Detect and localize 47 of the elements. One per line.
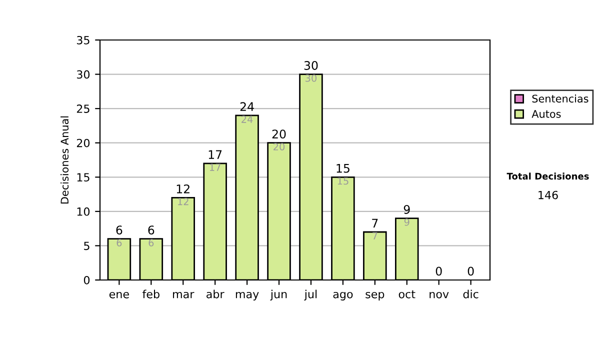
x-tick-label: ago — [333, 292, 353, 300]
x-tick-label: sep — [366, 292, 384, 300]
data-label: 20 — [274, 143, 285, 150]
data-label: 15 — [338, 177, 348, 185]
legend-label: Autos — [532, 110, 561, 118]
total-label: 15 — [336, 164, 350, 173]
total-label: 24 — [240, 102, 254, 111]
data-label: 9 — [404, 218, 410, 226]
x-tick-label: may — [236, 292, 259, 300]
x-tick-label: abr — [206, 290, 224, 298]
y-tick-label: 20 — [76, 138, 90, 148]
text: Total Decisiones — [506, 172, 589, 180]
x-tick-label: ene — [109, 292, 129, 298]
x-tick-label: jun — [270, 290, 287, 300]
y-axis-title: Decisiones Anual — [60, 116, 69, 204]
data-label: 6 — [116, 239, 122, 246]
legend-label: Sentencias — [532, 94, 588, 103]
total-label: 6 — [148, 226, 154, 235]
total-label: 30 — [304, 61, 318, 70]
y-tick-label: 30 — [76, 70, 90, 79]
y-tick-label: 0 — [84, 276, 90, 284]
y-tick-label: 10 — [77, 207, 90, 216]
total-label: 17 — [208, 150, 222, 159]
total-label: 0 — [436, 266, 442, 276]
total-label: 20 — [272, 130, 286, 139]
y-tick-label: 15 — [77, 173, 90, 182]
x-tick-label: mar — [173, 292, 194, 298]
y-tick-label: 5 — [84, 242, 90, 250]
data-label: 6 — [148, 239, 154, 246]
total-label: 7 — [372, 218, 378, 228]
x-tick-label: oct — [398, 290, 416, 298]
data-label: 24 — [242, 116, 253, 123]
data-label: 12 — [178, 198, 188, 206]
data-label: 30 — [306, 74, 317, 82]
total-label: 6 — [116, 226, 122, 235]
data-label: 7 — [372, 232, 378, 240]
data-label: 17 — [210, 164, 220, 171]
y-tick-label: 25 — [76, 104, 90, 113]
text: 146 — [538, 190, 558, 200]
y-tick-label: 35 — [76, 36, 90, 44]
x-tick-label: feb — [142, 290, 160, 298]
x-tick-label: jul — [304, 290, 317, 300]
total-label: 12 — [176, 184, 190, 194]
x-tick-label: nov — [430, 292, 449, 298]
total-label: 9 — [404, 205, 410, 214]
x-tick-label: dic — [463, 290, 478, 298]
total-label: 0 — [468, 266, 474, 276]
